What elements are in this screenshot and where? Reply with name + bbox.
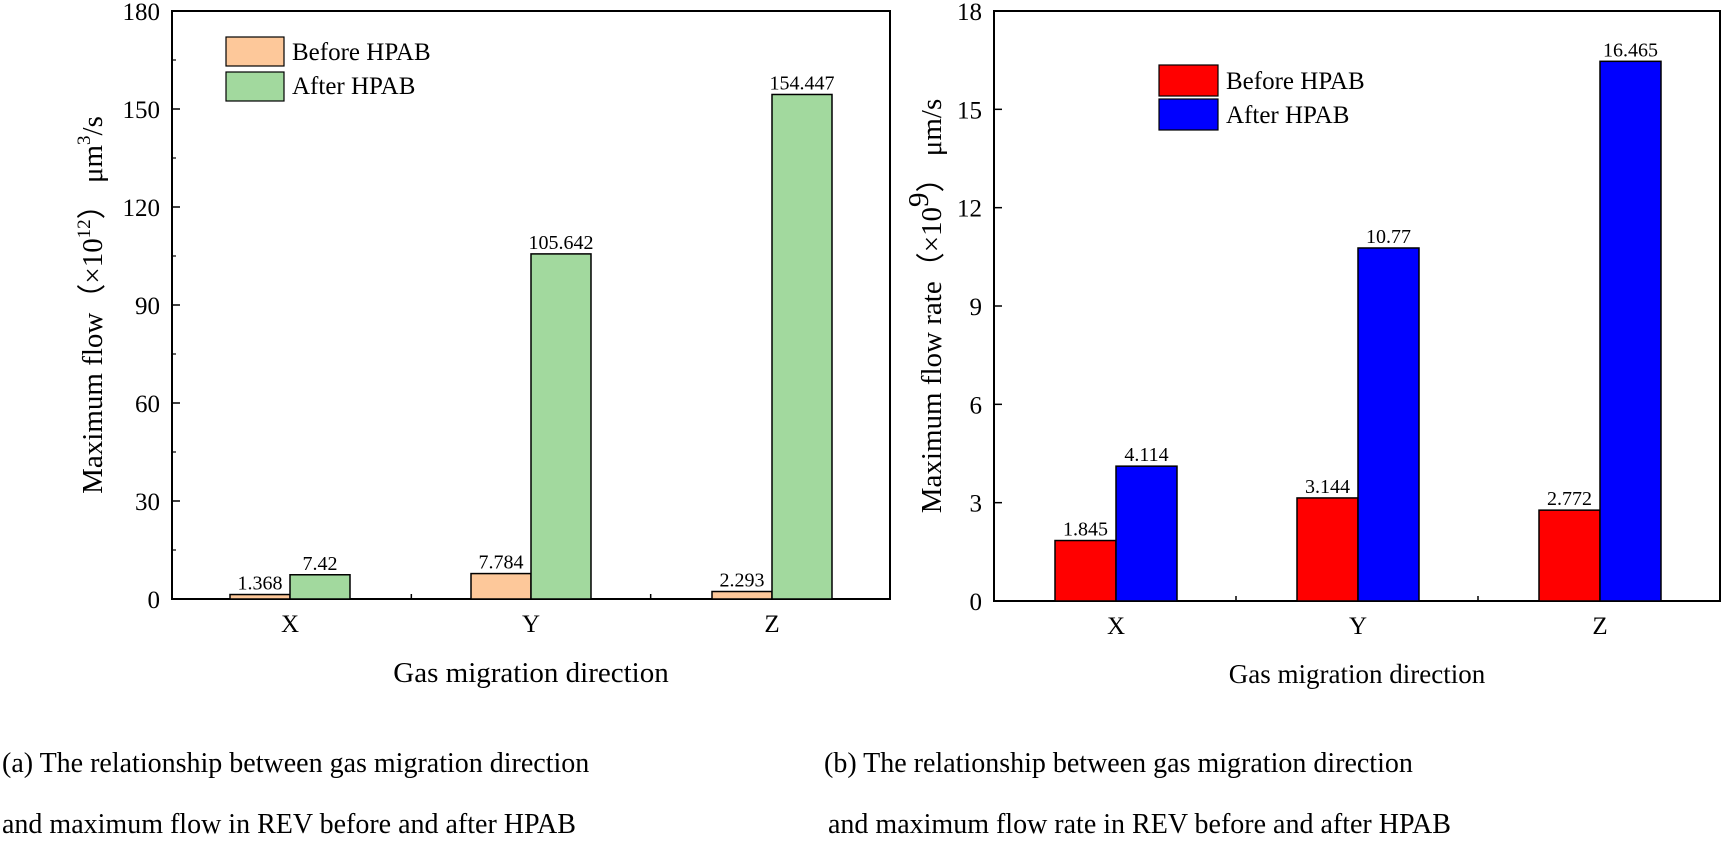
chart-b-value-label-after-z: 16.465 [1603, 39, 1658, 61]
chart-a-y-tick-label: 120 [123, 195, 161, 222]
chart-b-value-label-before-y: 3.144 [1305, 476, 1350, 498]
chart-b-value-label-after-x: 4.114 [1124, 444, 1168, 466]
caption-a-line-1: (a) The relationship between gas migrati… [2, 748, 590, 779]
caption-a-line-2: and maximum flow in REV before and after… [2, 809, 576, 840]
chart-b-legend-label-after: After HPAB [1226, 102, 1349, 129]
chart-b-legend-label-before: Before HPAB [1226, 68, 1365, 95]
chart-a-y-tick-label: 60 [135, 391, 160, 418]
chart-b-value-labels: 1.845 3.144 2.772 4.114 10.77 16.465 [1063, 39, 1658, 540]
chart-b-bar-after-z [1599, 60, 1662, 602]
chart-b: 0 3 6 9 12 15 18 X Y Z 1.845 3.144 2.772 4.114 10.77… [903, 0, 1721, 689]
chart-a-bar-after-y [530, 253, 592, 600]
chart-a-legend-swatch-after [225, 71, 285, 102]
chart-a-bar-after-z [771, 93, 833, 600]
chart-a: 0 30 60 90 120 150 180 X Y Z 1.368 7.784 2.293 7.42… [74, 0, 891, 689]
chart-b-bar-before-x [1054, 539, 1117, 602]
chart-a-value-label-before-x: 1.368 [238, 573, 283, 595]
chart-a-legend-label-after: After HPAB [292, 73, 415, 100]
chart-a-bars [229, 93, 833, 600]
chart-b-y-tick-label: 18 [957, 0, 982, 26]
chart-a-legend-swatch-before [225, 36, 285, 67]
chart-b-bar-before-y [1296, 497, 1359, 602]
chart-a-y-tick-label: 90 [135, 293, 160, 320]
chart-b-y-axis: 0 3 6 9 12 15 18 [957, 0, 1002, 616]
chart-b-value-label-after-y: 10.77 [1366, 226, 1411, 248]
chart-a-x-tick-label: Z [764, 611, 779, 638]
chart-a-y-tick-label: 150 [123, 97, 161, 124]
chart-b-y-tick-label: 9 [970, 294, 983, 321]
chart-a-x-axis-title: Gas migration direction [393, 657, 669, 689]
chart-a-value-label-before-z: 2.293 [720, 570, 765, 592]
chart-b-y-tick-label: 3 [970, 491, 983, 518]
chart-a-legend: Before HPAB After HPAB [225, 36, 431, 102]
chart-a-legend-label-before: Before HPAB [292, 39, 431, 66]
chart-a-value-labels: 1.368 7.784 2.293 7.42 105.642 154.447 [238, 72, 835, 594]
chart-b-value-label-before-x: 1.845 [1063, 519, 1108, 541]
chart-b-bar-before-z [1538, 509, 1601, 602]
chart-a-y-tick-label: 0 [148, 587, 161, 614]
chart-b-bar-after-y [1357, 247, 1420, 602]
chart-a-y-tick-label: 180 [123, 0, 161, 26]
chart-a-value-label-before-y: 7.784 [479, 552, 524, 574]
chart-a-x-axis: X Y Z [281, 594, 780, 638]
chart-b-bar-after-x [1115, 465, 1178, 602]
chart-b-x-tick-label: Z [1592, 613, 1607, 640]
chart-a-bar-before-y [470, 572, 532, 600]
caption-b-line-1: (b) The relationship between gas migrati… [824, 748, 1413, 779]
chart-b-bars [1054, 60, 1662, 602]
chart-a-value-label-after-x: 7.42 [303, 553, 338, 575]
chart-a-bar-before-x [229, 593, 291, 600]
chart-a-x-tick-label: Y [522, 611, 540, 638]
chart-b-y-tick-label: 6 [970, 392, 983, 419]
chart-a-value-label-after-z: 154.447 [770, 72, 835, 94]
chart-b-x-axis-title: Gas migration direction [1229, 659, 1486, 689]
chart-b-legend-swatch-after [1158, 98, 1219, 131]
chart-b-x-tick-label: X [1107, 613, 1125, 640]
chart-b-x-axis: X Y Z [1107, 596, 1608, 640]
chart-b-y-axis-title: Maximum flow rate（×109） μm/s [903, 99, 948, 514]
chart-a-y-axis-title: Maximum flow（×1012） μm3/s [74, 116, 109, 494]
chart-a-value-label-after-y: 105.642 [529, 232, 594, 254]
caption-b-line-2: and maximum flow rate in REV before and … [828, 809, 1451, 840]
chart-a-y-tick-label: 30 [135, 489, 160, 516]
chart-b-legend-swatch-before [1158, 64, 1219, 97]
chart-b-y-tick-label: 15 [957, 97, 982, 124]
chart-b-legend: Before HPAB After HPAB [1158, 64, 1365, 131]
chart-b-x-tick-label: Y [1349, 613, 1367, 640]
chart-a-y-axis: 0 30 60 90 120 150 180 [123, 0, 180, 614]
chart-a-bar-after-x [289, 574, 351, 600]
chart-b-y-tick-label: 0 [970, 589, 983, 616]
chart-a-x-tick-label: X [281, 611, 299, 638]
chart-b-y-tick-label: 12 [957, 196, 982, 223]
chart-b-value-label-before-z: 2.772 [1547, 488, 1592, 510]
chart-a-bar-before-z [711, 590, 773, 600]
